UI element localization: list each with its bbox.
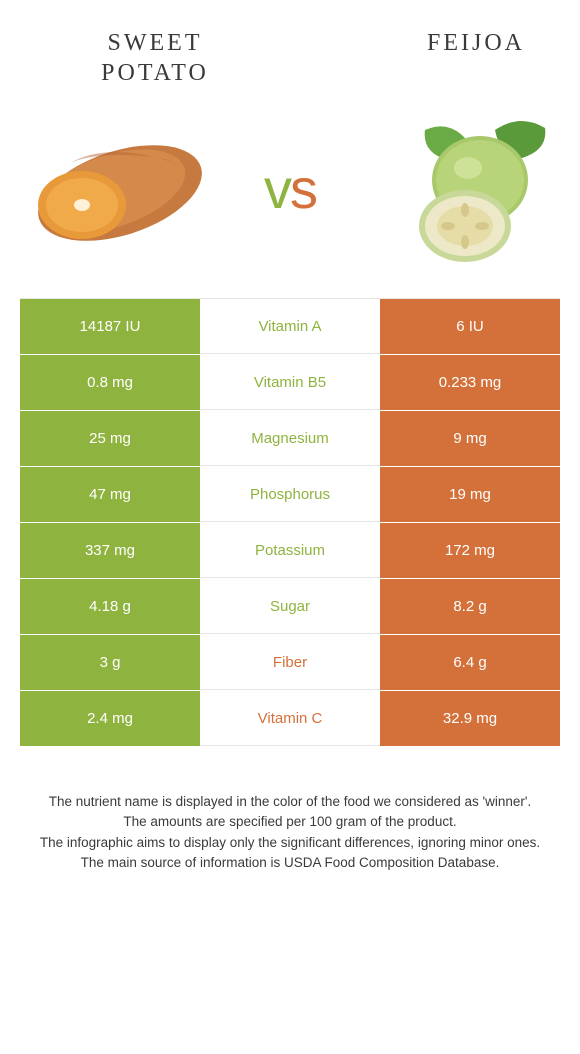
left-value: 4.18 g	[20, 579, 200, 634]
footer-notes: The nutrient name is displayed in the co…	[0, 792, 580, 873]
table-row: 25 mgMagnesium9 mg	[20, 411, 560, 467]
table-row: 47 mgPhosphorus19 mg	[20, 467, 560, 523]
left-value: 0.8 mg	[20, 355, 200, 410]
right-value: 6 IU	[380, 299, 560, 354]
table-row: 0.8 mgVitamin B50.233 mg	[20, 355, 560, 411]
footer-line-3: The infographic aims to display only the…	[25, 833, 555, 853]
header: Sweet potato Feijoa	[0, 0, 580, 88]
nutrient-label: Vitamin A	[200, 299, 380, 354]
footer-line-1: The nutrient name is displayed in the co…	[25, 792, 555, 812]
nutrient-label: Vitamin B5	[200, 355, 380, 410]
nutrient-table: 14187 IUVitamin A6 IU0.8 mgVitamin B50.2…	[20, 298, 560, 747]
nutrient-label: Phosphorus	[200, 467, 380, 522]
nutrient-label: Magnesium	[200, 411, 380, 466]
right-value: 9 mg	[380, 411, 560, 466]
left-value: 47 mg	[20, 467, 200, 522]
images-row: vs	[0, 88, 580, 298]
left-value: 14187 IU	[20, 299, 200, 354]
right-food-title: Feijoa	[345, 28, 525, 58]
nutrient-label: Sugar	[200, 579, 380, 634]
nutrient-label: Potassium	[200, 523, 380, 578]
right-value: 172 mg	[380, 523, 560, 578]
nutrient-label: Fiber	[200, 635, 380, 690]
right-value: 19 mg	[380, 467, 560, 522]
vs-label: vs	[264, 156, 316, 221]
table-row: 2.4 mgVitamin C32.9 mg	[20, 691, 560, 747]
left-value: 3 g	[20, 635, 200, 690]
table-row: 337 mgPotassium172 mg	[20, 523, 560, 579]
right-value: 6.4 g	[380, 635, 560, 690]
left-value: 25 mg	[20, 411, 200, 466]
nutrient-label: Vitamin C	[200, 691, 380, 746]
left-food-title: Sweet potato	[55, 28, 255, 88]
table-row: 4.18 gSugar8.2 g	[20, 579, 560, 635]
right-value: 32.9 mg	[380, 691, 560, 746]
left-value: 337 mg	[20, 523, 200, 578]
right-value: 0.233 mg	[380, 355, 560, 410]
footer-line-4: The main source of information is USDA F…	[25, 853, 555, 873]
table-row: 14187 IUVitamin A6 IU	[20, 299, 560, 355]
table-row: 3 gFiber6.4 g	[20, 635, 560, 691]
feijoa-image	[370, 108, 570, 268]
right-value: 8.2 g	[380, 579, 560, 634]
sweet-potato-image	[10, 108, 210, 268]
footer-line-2: The amounts are specified per 100 gram o…	[25, 812, 555, 832]
left-value: 2.4 mg	[20, 691, 200, 746]
